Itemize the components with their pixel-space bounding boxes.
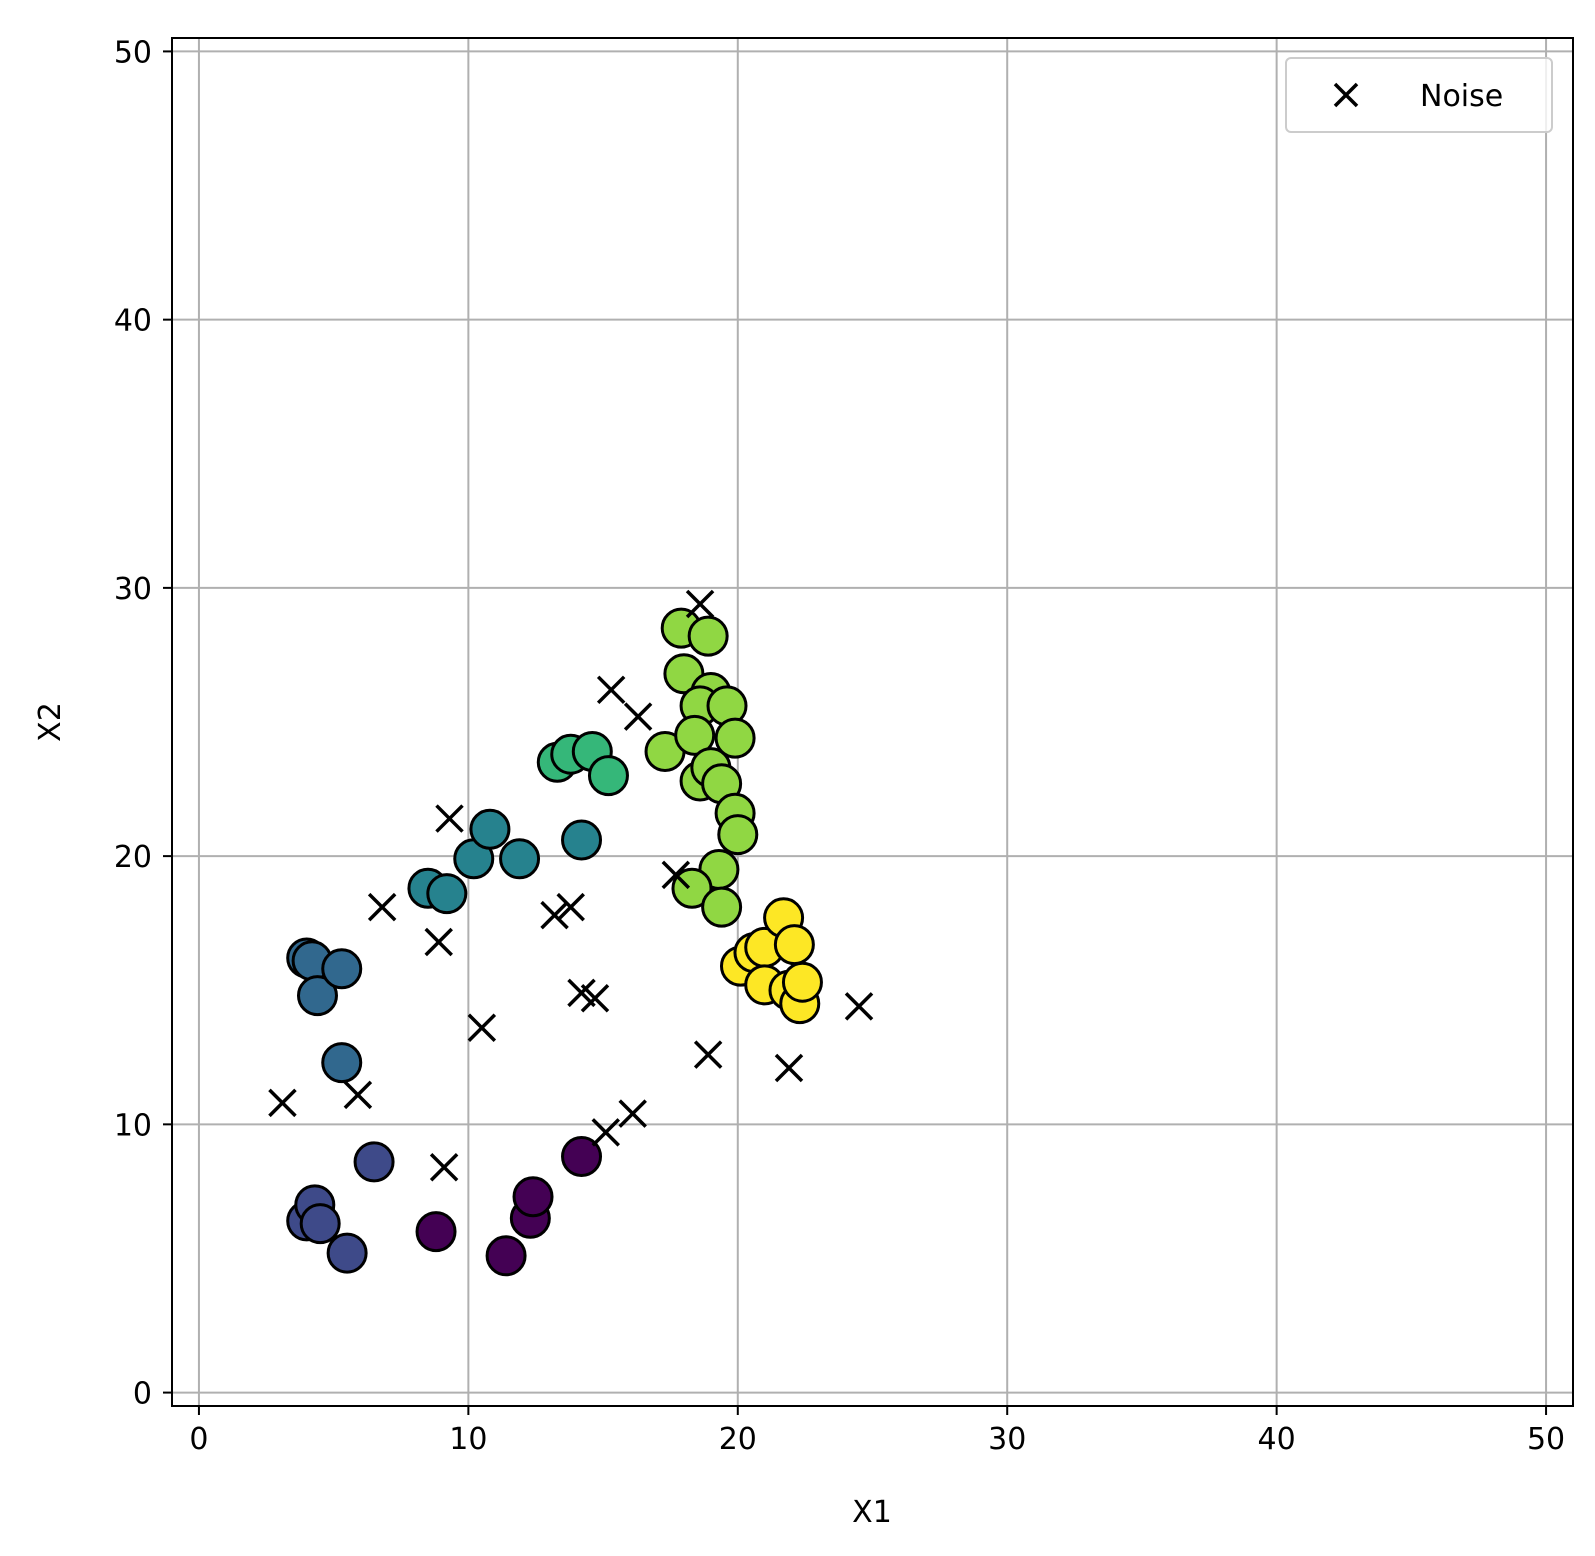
noise-marker-stroke [661, 860, 691, 890]
cluster-3-point [499, 838, 541, 880]
y-axis-ticks: 0 10 20 30 40 50 [114, 35, 172, 1412]
cluster-5-point [671, 867, 713, 909]
cluster-1-point [326, 1232, 368, 1274]
cluster-0-point [415, 1211, 457, 1253]
y-tick-label: 40 [114, 304, 152, 339]
noise-marker-stroke [467, 1013, 497, 1043]
noise-point [618, 1099, 647, 1128]
x-tick-label: 10 [449, 1422, 487, 1457]
noise-point [693, 1040, 723, 1069]
noise-marker-stroke [580, 984, 610, 1013]
noise-point [596, 675, 626, 705]
cluster-6-point [781, 961, 823, 1003]
legend: Noise [1285, 57, 1553, 133]
noise-point [623, 702, 653, 731]
cluster-4-point [587, 755, 629, 797]
cluster-2-point [296, 975, 338, 1017]
cluster-3-point [561, 819, 603, 861]
cluster-6-point [773, 924, 815, 966]
cluster-5-point [674, 714, 716, 756]
noise-point [685, 589, 715, 619]
noise-point [367, 892, 397, 922]
plot-frame [171, 37, 1574, 1407]
noise-marker-stroke [556, 892, 585, 922]
noise-point [844, 992, 874, 1021]
noise-point [580, 984, 610, 1013]
noise-marker-stroke [844, 992, 874, 1021]
x-tick-label: 50 [1527, 1422, 1565, 1457]
noise-marker-stroke [435, 804, 464, 833]
noise-marker-stroke [623, 702, 653, 731]
noise-point [540, 900, 569, 930]
noise-point [424, 927, 453, 957]
noise-point [467, 1013, 497, 1043]
cluster-3-point [426, 873, 468, 915]
y-tick-label: 10 [114, 1108, 152, 1143]
grid-lines [172, 38, 1573, 1406]
cluster-2-point [321, 948, 363, 990]
x-axis-ticks: 0 10 20 30 40 50 [189, 1406, 1565, 1457]
cluster-2-point [321, 1042, 363, 1084]
cluster-0-point [512, 1176, 554, 1218]
x-tick-label: 30 [988, 1422, 1026, 1457]
y-tick-label: 0 [133, 1377, 152, 1412]
noise-marker-stroke [693, 1040, 723, 1069]
noise-marker-stroke [343, 1080, 373, 1110]
cluster-5-point [717, 814, 759, 856]
noise-marker-stroke [424, 927, 453, 957]
cluster-5-point [701, 886, 743, 928]
cluster-0-point [485, 1235, 527, 1277]
legend-box [1285, 57, 1553, 133]
x-tick-label: 0 [189, 1422, 208, 1457]
y-tick-label: 50 [114, 35, 152, 70]
cluster-3-point [469, 808, 511, 850]
noise-point [435, 804, 464, 833]
noise-marker-stroke [618, 1099, 647, 1128]
legend-label-noise: Noise [1420, 79, 1503, 114]
cluster-1-point [299, 1203, 341, 1245]
x-tick-label: 40 [1258, 1422, 1296, 1457]
cluster-0-point [561, 1136, 603, 1178]
y-axis-label: X2 [33, 702, 68, 742]
noise-marker-stroke [540, 900, 569, 930]
noise-marker-stroke [268, 1088, 297, 1118]
noise-marker-stroke [591, 1118, 621, 1147]
noise-marker-stroke [567, 978, 596, 1008]
legend-noise-marker-icon [1333, 82, 1359, 108]
noise-point [268, 1088, 297, 1118]
noise-point [774, 1053, 804, 1083]
noise-marker-stroke [596, 675, 626, 705]
cluster-5-point [714, 717, 756, 759]
noise-point [556, 892, 585, 922]
y-tick-label: 20 [114, 840, 152, 875]
noise-marker-stroke [429, 1153, 459, 1182]
noise-marker-stroke [685, 589, 715, 619]
noise-marker-stroke [774, 1053, 804, 1083]
noise-point [429, 1153, 459, 1182]
x-axis-label: X1 [852, 1495, 892, 1530]
cluster-5-point [687, 615, 729, 657]
noise-point [661, 860, 691, 890]
data-points [268, 589, 874, 1277]
noise-point [343, 1080, 373, 1110]
noise-point [591, 1118, 621, 1147]
y-tick-label: 30 [114, 572, 152, 607]
cluster-1-point [353, 1141, 395, 1183]
x-tick-label: 20 [719, 1422, 757, 1457]
noise-marker-stroke [367, 892, 397, 922]
